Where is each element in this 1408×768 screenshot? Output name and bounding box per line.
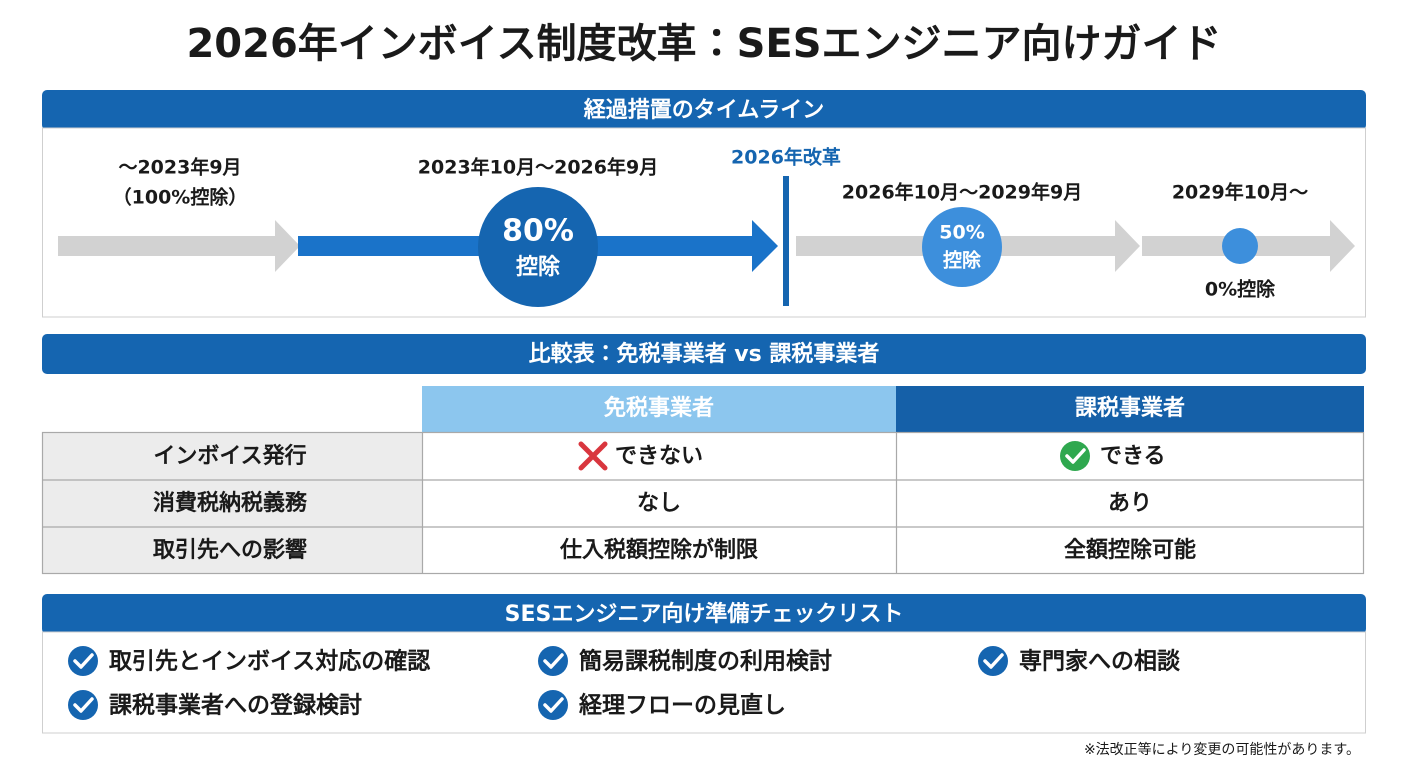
- check-icon: [68, 646, 98, 676]
- column-header: [896, 386, 1364, 432]
- timeline-section: 経過措置のタイムライン 2026年改革 ～2023年9月 （100%控除） 20…: [42, 90, 1366, 318]
- check-icon: [68, 690, 98, 720]
- row-label: インボイス発行: [153, 443, 306, 469]
- reform-line: [783, 176, 789, 306]
- check-item: 簡易課税制度の利用検討: [579, 648, 832, 675]
- check-mark: [73, 653, 94, 669]
- check-item: 取引先とインボイス対応の確認: [109, 648, 430, 675]
- check-mark: [983, 653, 1004, 669]
- badge: [478, 187, 598, 307]
- period-label: ～2023年9月: [118, 156, 241, 179]
- row-label-bg: [42, 432, 423, 574]
- cell: 全額控除可能: [1064, 537, 1196, 563]
- badge-text: 80%: [502, 214, 574, 249]
- check-item: 課税事業者への登録検討: [109, 692, 362, 719]
- cell: できる: [1100, 444, 1166, 469]
- period-label: 2029年10月～: [1172, 181, 1308, 204]
- period-note: （100%控除）: [113, 186, 248, 209]
- section-header: [42, 334, 1366, 374]
- check-mark: [543, 697, 564, 713]
- reform-label: 2026年改革: [731, 146, 841, 169]
- cell: なし: [637, 491, 681, 516]
- badge-text: 控除: [516, 254, 561, 280]
- check-icon: [538, 690, 568, 720]
- check-icon: [978, 646, 1008, 676]
- table-grid: [41, 431, 1365, 575]
- check-item: 経理フローの見直し: [579, 692, 786, 719]
- arrow: [58, 220, 300, 272]
- section-header: [42, 594, 1366, 634]
- cell: あり: [1108, 491, 1152, 516]
- title: 2026年インボイス制度改革：SESエンジニア向けガイド: [186, 21, 1221, 67]
- row-label: 取引先への影響: [153, 537, 307, 563]
- section-heading: 経過措置のタイムライン: [583, 97, 824, 123]
- period-label: 2023年10月～2026年9月: [418, 156, 658, 179]
- column-title: 免税事業者: [603, 395, 714, 421]
- column-title: 課税事業者: [1075, 395, 1185, 421]
- section-heading: 比較表：免税事業者 vs 課税事業者: [529, 341, 880, 367]
- footnote: ※法改正等により変更の可能性があります。: [1084, 741, 1360, 758]
- cell: 仕入税額控除が制限: [559, 537, 758, 563]
- comparison-section: 比較表：免税事業者 vs 課税事業者 免税事業者 課税事業者 インボイス発行 消…: [41, 334, 1366, 575]
- period-note: 0%控除: [1205, 278, 1276, 301]
- column-header: [422, 386, 896, 432]
- checklist-section: SESエンジニア向け準備チェックリスト 取引先とインボイス対応の確認課税事業者へ…: [42, 594, 1366, 734]
- row-label: 消費税納税義務: [153, 490, 308, 516]
- cell: できない: [615, 444, 703, 469]
- period-label: 2026年10月～2029年9月: [842, 181, 1082, 204]
- section-header: [42, 90, 1366, 130]
- section-heading: SESエンジニア向け準備チェックリスト: [505, 601, 904, 627]
- section-box: [42, 127, 1366, 318]
- cross-icon: [578, 441, 608, 471]
- badge: [1222, 228, 1258, 264]
- check-mark: [543, 653, 564, 669]
- badge: [922, 207, 1002, 287]
- check-mark: [1065, 448, 1086, 464]
- badge-text: 控除: [943, 249, 982, 272]
- section-box: [42, 631, 1366, 734]
- check-item: 専門家への相談: [1019, 648, 1180, 675]
- check-icon: [1060, 441, 1090, 471]
- check-icon: [538, 646, 568, 676]
- badge-text: 50%: [939, 222, 984, 244]
- check-mark: [73, 697, 94, 713]
